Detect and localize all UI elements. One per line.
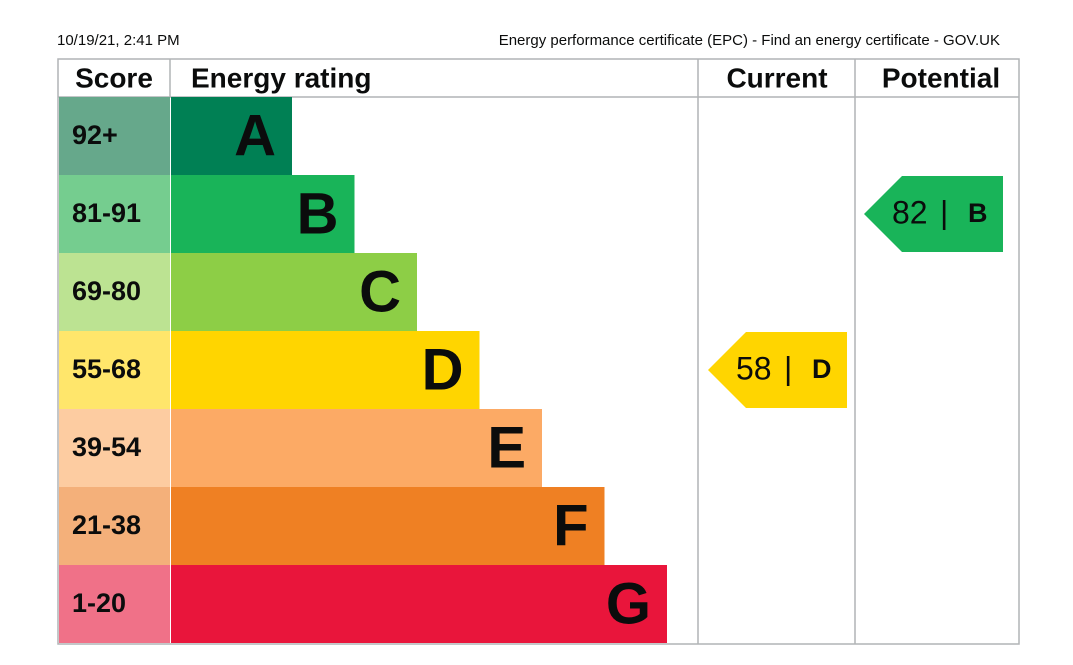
rating-bar xyxy=(171,331,480,409)
rating-letter: A xyxy=(234,103,276,168)
rating-bar xyxy=(171,175,355,253)
header-rating: Energy rating xyxy=(191,62,371,93)
rating-letter: G xyxy=(606,571,651,636)
score-label: 92+ xyxy=(72,120,118,150)
score-cell xyxy=(59,97,170,175)
score-label: 1-20 xyxy=(72,588,126,618)
page-title: Energy performance certificate (EPC) - F… xyxy=(499,32,1000,49)
current-band: D xyxy=(812,354,832,384)
header-potential: Potential xyxy=(882,62,1000,93)
score-cell xyxy=(59,409,170,487)
current-score: 58 xyxy=(736,350,772,386)
header-score: Score xyxy=(75,62,153,93)
score-cell xyxy=(59,487,170,565)
rating-letter: D xyxy=(422,337,464,402)
rating-bar xyxy=(171,253,417,331)
potential-separator: | xyxy=(940,194,948,230)
current-arrow xyxy=(708,332,847,408)
score-cell xyxy=(59,565,170,643)
rating-letter: B xyxy=(297,181,339,246)
header-current: Current xyxy=(726,62,827,93)
score-cell xyxy=(59,253,170,331)
potential-band: B xyxy=(968,198,988,228)
table-grid xyxy=(57,58,1020,645)
rating-bar xyxy=(171,97,292,175)
rating-bar xyxy=(171,487,605,565)
rating-letter: C xyxy=(359,259,401,324)
score-cell xyxy=(59,331,170,409)
timestamp: 10/19/21, 2:41 PM xyxy=(57,32,180,49)
score-label: 81-91 xyxy=(72,198,141,228)
score-cell xyxy=(59,175,170,253)
rating-letter: F xyxy=(553,493,588,558)
potential-score: 82 xyxy=(892,194,928,230)
rating-bar xyxy=(171,409,542,487)
current-separator: | xyxy=(784,350,792,386)
score-label: 69-80 xyxy=(72,276,141,306)
score-label: 21-38 xyxy=(72,510,141,540)
potential-arrow xyxy=(864,176,1003,252)
score-label: 39-54 xyxy=(72,432,141,462)
rating-bar xyxy=(171,565,667,643)
rating-letter: E xyxy=(487,415,526,480)
score-label: 55-68 xyxy=(72,354,141,384)
